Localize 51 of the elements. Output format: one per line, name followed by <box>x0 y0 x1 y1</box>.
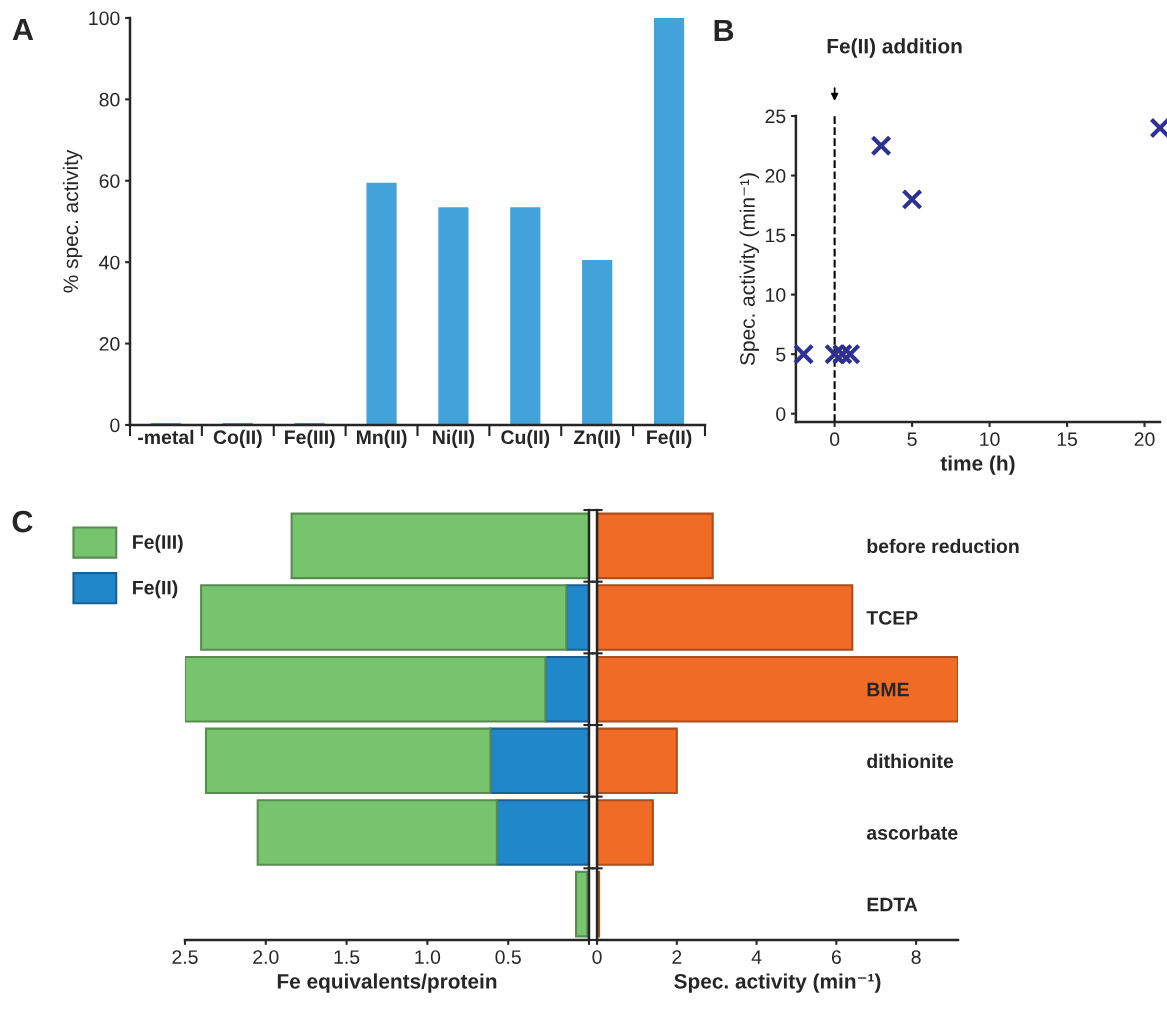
x-tick-label: Ni(II) <box>433 429 475 448</box>
x-tick-label: 2.0 <box>253 950 279 964</box>
x-tick-label: 1.5 <box>334 950 360 964</box>
x-tick-label: 20 <box>1134 432 1155 447</box>
y-axis-title: % spec. activity <box>62 149 83 293</box>
y-axis-title: Spec. activity (min⁻¹) <box>739 173 759 366</box>
x-tick-label: 1.0 <box>415 950 441 964</box>
chart-title: C <box>12 510 33 533</box>
x-tick-label: Co(II) <box>213 429 262 448</box>
y-tick-label: 20 <box>765 169 786 183</box>
x-tick-label: 15 <box>1057 432 1078 447</box>
y-tick-label: 25 <box>765 109 786 124</box>
x-tick-label: 0 <box>829 432 840 447</box>
y-tick-label: 0 <box>110 418 120 433</box>
x-tick-label: 0.5 <box>495 950 521 964</box>
y-tick-label: 20 <box>99 337 120 351</box>
x-tick-label: Mn(II) <box>356 429 407 448</box>
y-tick-label: ascorbate <box>866 825 958 840</box>
x-axis-title: Fe equivalents/protein <box>277 973 497 993</box>
x-axis-title: time (h) <box>940 455 1015 475</box>
x-tick-label: 0 <box>592 950 602 964</box>
y-tick-label: 15 <box>766 228 786 243</box>
x-tick-label: 10 <box>980 432 1000 447</box>
y-tick-label: 60 <box>99 174 120 188</box>
ref-line-label: Fe(II) addition <box>827 38 962 58</box>
x-tick-label: 4 <box>751 950 762 964</box>
y-tick-label: before reduction <box>867 538 1019 554</box>
y-tick-label: 5 <box>776 347 786 362</box>
x-tick-label: 2 <box>672 950 682 964</box>
x-tick-label: 8 <box>911 950 921 964</box>
x-tick-label: Fe(II) <box>647 429 692 448</box>
y-tick-label: 0 <box>776 407 786 421</box>
legend-label: Fe(II) <box>133 580 178 599</box>
x-tick-label: Zn(II) <box>574 429 620 448</box>
x-tick-label: 2.5 <box>172 950 198 964</box>
x-tick-label: -metal <box>138 429 194 445</box>
y-tick-label: BME <box>867 682 909 697</box>
y-tick-label: EDTA <box>867 897 918 912</box>
y-tick-label: 40 <box>99 255 120 270</box>
x-tick-label: 6 <box>831 950 841 964</box>
y-tick-label: 100 <box>89 11 120 26</box>
chart-title: A <box>12 19 34 41</box>
x-axis-title: Spec. activity (min⁻¹) <box>674 973 881 993</box>
y-tick-label: 80 <box>99 92 120 107</box>
x-tick-label: Cu(II) <box>501 429 550 448</box>
y-tick-label: 10 <box>766 288 786 302</box>
x-tick-label: Fe(III) <box>285 429 335 448</box>
y-tick-label: dithionite <box>867 753 954 769</box>
legend-label: Fe(III) <box>133 534 183 553</box>
chart-title: B <box>714 19 734 41</box>
y-tick-label: TCEP <box>866 610 918 625</box>
